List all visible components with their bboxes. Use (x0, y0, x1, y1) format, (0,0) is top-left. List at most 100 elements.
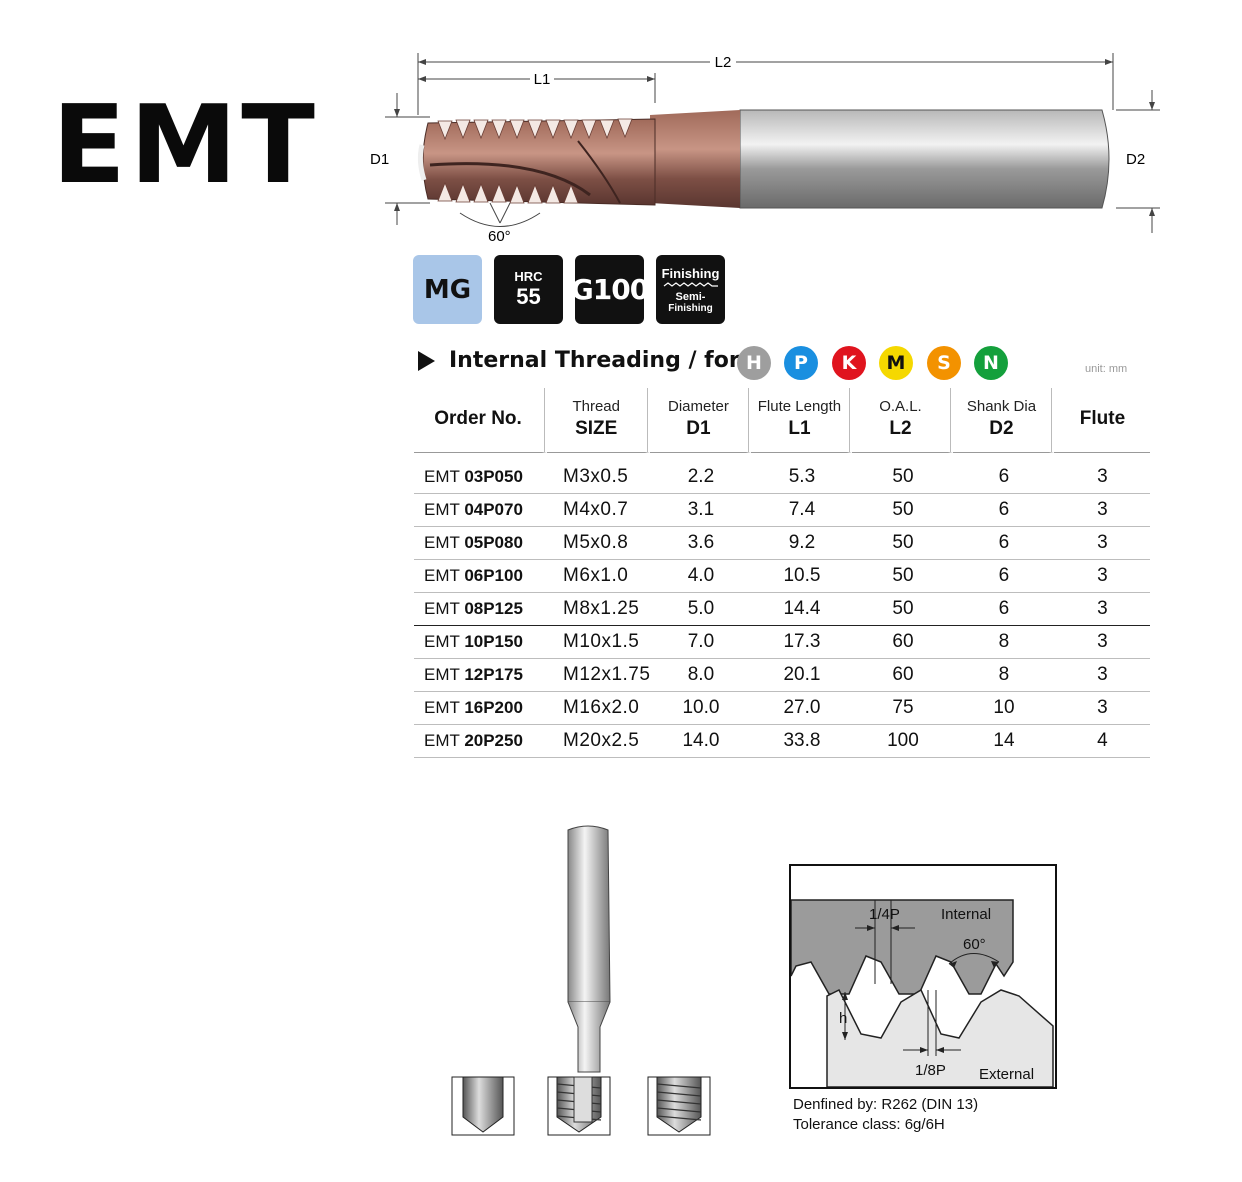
l1-value: 10.5 (751, 560, 853, 593)
hrc-label: HRC (514, 269, 543, 284)
table-header-row: Order No. Thread SIZE Diameter D1 Flute Le… (414, 386, 1151, 453)
thread-size: M8x1.25 (547, 593, 651, 626)
coating-badge: MG (413, 255, 482, 324)
thread-profile-shape (791, 899, 1054, 1087)
section-title: Internal Threading / for (449, 348, 740, 373)
order-no: EMT 16P200 (414, 692, 547, 725)
d1-value: 3.1 (650, 494, 752, 527)
l1-value: 7.4 (751, 494, 853, 527)
l1-value: 33.8 (751, 725, 853, 758)
l1-value: 5.3 (751, 453, 853, 494)
l1-value: 9.2 (751, 527, 853, 560)
order-no: EMT 05P080 (414, 527, 547, 560)
d2-value: 8 (953, 626, 1055, 659)
semi-label: Semi- (675, 290, 706, 303)
grade-badge: G100 (571, 255, 649, 324)
angle-label: 60° (488, 228, 511, 245)
d2-value: 6 (953, 593, 1055, 626)
flute-value: 4 (1054, 725, 1151, 758)
eighth-p-label: 1/8P (915, 1062, 946, 1079)
material-k-icon: K (832, 346, 866, 380)
l2-value: 60 (852, 626, 954, 659)
l2-label: L2 (715, 54, 732, 71)
l2-value: 75 (852, 692, 954, 725)
material-p-icon: P (784, 346, 818, 380)
material-s-icon: S (927, 346, 961, 380)
thread-size: M16x2.0 (547, 692, 651, 725)
h-label: h (839, 1010, 848, 1027)
col-thread: Thread SIZE (547, 386, 651, 453)
material-m-icon: M (879, 346, 913, 380)
table-row: EMT 05P080 M5x0.8 3.6 9.2 50 6 3 (414, 527, 1151, 560)
col-shank-dia: Shank Dia D2 (953, 386, 1055, 453)
unit-label: unit: mm (1085, 363, 1128, 375)
section-heading: Internal Threading / for (418, 348, 740, 373)
table-row: EMT 06P100 M6x1.0 4.0 10.5 50 6 3 (414, 560, 1151, 593)
thread-size: M5x0.8 (547, 527, 651, 560)
l2-value: 100 (852, 725, 954, 758)
hardness-badge: HRC 55 (494, 255, 563, 324)
hrc-value: 55 (516, 284, 541, 309)
d2-value: 14 (953, 725, 1055, 758)
thread-profile-diagram: 1/4P Internal 60° h 1/8P External (789, 864, 1057, 1089)
coating-label: MG (423, 274, 472, 305)
d1-value: 4.0 (650, 560, 752, 593)
table-row: EMT 12P175 M12x1.75 8.0 20.1 60 8 3 (414, 659, 1151, 692)
material-h-icon: H (737, 346, 771, 380)
flute-value: 3 (1054, 659, 1151, 692)
flute-value: 3 (1054, 453, 1151, 494)
d1-value: 8.0 (650, 659, 752, 692)
threading-process-illustration (451, 825, 711, 1136)
tolerance-note: Tolerance class: 6g/6H (793, 1116, 945, 1133)
tool-drawing: L2 L1 D1 D2 60° (370, 53, 1160, 245)
l2-value: 50 (852, 494, 954, 527)
table-row: EMT 08P125 M8x1.25 5.0 14.4 50 6 3 (414, 593, 1151, 626)
flute-value: 3 (1054, 494, 1151, 527)
profile-angle-label: 60° (963, 936, 986, 953)
thread-size: M12x1.75 (547, 659, 651, 692)
d2-value: 6 (953, 453, 1055, 494)
d2-value: 10 (953, 692, 1055, 725)
l2-value: 50 (852, 593, 954, 626)
l1-label: L1 (534, 71, 551, 88)
d2-value: 6 (953, 494, 1055, 527)
product-title: EMT (52, 83, 319, 208)
thread-size: M20x2.5 (547, 725, 651, 758)
order-no: EMT 08P125 (414, 593, 547, 626)
col-oal: O.A.L. L2 (852, 386, 954, 453)
l2-value: 50 (852, 527, 954, 560)
l1-value: 20.1 (751, 659, 853, 692)
thread-size: M6x1.0 (547, 560, 651, 593)
flute-value: 3 (1054, 593, 1151, 626)
l2-value: 50 (852, 453, 954, 494)
order-no: EMT 04P070 (414, 494, 547, 527)
finishing-label: Finishing (661, 265, 720, 281)
table-row: EMT 03P050 M3x0.5 2.2 5.3 50 6 3 (414, 453, 1151, 494)
flute-value: 3 (1054, 527, 1151, 560)
order-no: EMT 03P050 (414, 453, 547, 494)
flute-value: 3 (1054, 626, 1151, 659)
l1-value: 17.3 (751, 626, 853, 659)
col-order: Order No. (414, 386, 547, 453)
quarter-p-label: 1/4P (869, 906, 900, 923)
thread-size: M10x1.5 (547, 626, 651, 659)
order-no: EMT 12P175 (414, 659, 547, 692)
finishing-badge: Finishing Semi- Finishing (656, 255, 725, 324)
grade-label: G100 (570, 273, 649, 306)
d1-value: 5.0 (650, 593, 752, 626)
l2-value: 60 (852, 659, 954, 692)
table-row: EMT 04P070 M4x0.7 3.1 7.4 50 6 3 (414, 494, 1151, 527)
order-no: EMT 20P250 (414, 725, 547, 758)
order-no: EMT 10P150 (414, 626, 547, 659)
l2-value: 50 (852, 560, 954, 593)
triangle-bullet-icon (418, 350, 435, 371)
standard-note: Denfined by: R262 (DIN 13) (793, 1096, 979, 1113)
d2-label: D2 (1126, 151, 1145, 168)
d1-value: 10.0 (650, 692, 752, 725)
semi-finishing-label: Finishing (668, 302, 713, 314)
table-row: EMT 20P250 M20x2.5 14.0 33.8 100 14 4 (414, 725, 1151, 758)
d1-value: 2.2 (650, 453, 752, 494)
external-label: External (979, 1066, 1035, 1083)
d1-value: 14.0 (650, 725, 752, 758)
col-flute-length: Flute Length L1 (751, 386, 853, 453)
